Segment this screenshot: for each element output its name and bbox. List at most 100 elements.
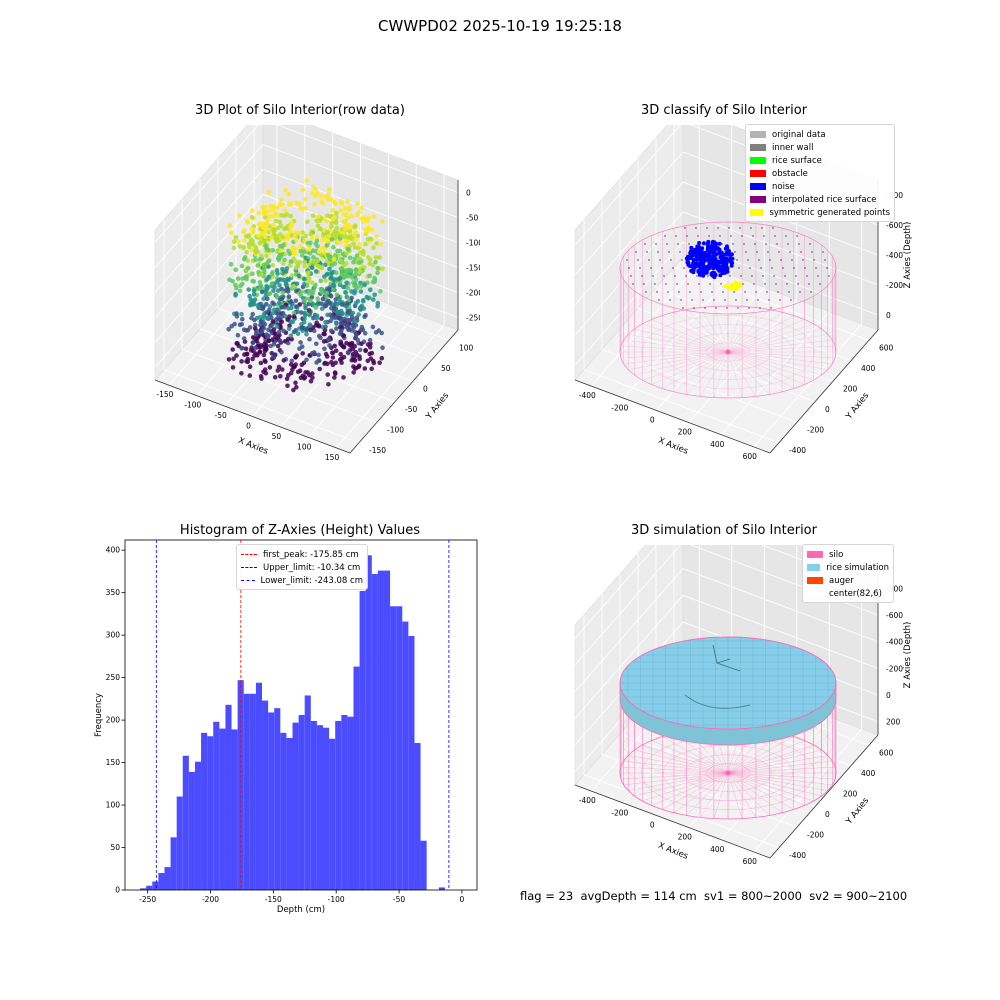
p4-silo-floor-spoke: [727, 760, 833, 774]
p1-point: [356, 260, 362, 265]
p1-point: [315, 191, 320, 196]
p2-z-tick-label: -600: [886, 221, 903, 230]
p1-point: [359, 205, 365, 211]
p1-point: [251, 288, 257, 293]
legend-label: first_peak: -175.85 cm: [263, 549, 359, 560]
p1-point: [332, 375, 337, 380]
p1-point: [353, 267, 359, 272]
p1-z-tick-label: -200: [466, 289, 480, 298]
p2-symmetric-point: [722, 284, 726, 288]
legend-label: noise: [772, 181, 795, 192]
p1-point: [281, 242, 286, 248]
p4-grid-z: [574, 594, 879, 719]
p1-point: [302, 277, 307, 282]
p1-point: [239, 311, 244, 317]
legend-line-swatch: [241, 554, 257, 555]
p1-point: [247, 364, 253, 370]
p1-point: [304, 357, 309, 363]
p1-point: [352, 245, 358, 250]
p1-point: [286, 326, 292, 332]
p2-interp-dot: [663, 275, 665, 277]
p3-bar: [274, 708, 281, 890]
p2-grid-x: [590, 262, 700, 387]
p1-point: [274, 213, 280, 218]
p2-interp-dot: [789, 251, 791, 253]
p2-noise-point: [718, 273, 723, 278]
p2-y-axis: [769, 329, 879, 454]
p1-point: [339, 233, 344, 238]
p1-point: [237, 288, 243, 294]
p1-grid-y: [163, 369, 360, 444]
p1-point: [344, 212, 349, 217]
p1-point: [228, 230, 234, 235]
p2-interp-dot: [767, 251, 769, 253]
p2-noise-point: [712, 264, 717, 269]
p1-point: [335, 309, 340, 315]
p1-point: [279, 286, 284, 292]
legend-swatch: [807, 590, 823, 597]
p2-interp-dot: [809, 243, 811, 245]
p2-interp-dot: [828, 275, 830, 277]
p2-noise-point: [694, 262, 699, 267]
p4-silo-floor-spoke: [713, 772, 729, 819]
p1-point: [291, 314, 297, 319]
p4-silo-floor-spoke: [634, 772, 729, 797]
p3-y-tick-label: 200: [106, 716, 121, 725]
p3-bar: [390, 606, 397, 890]
p2-interp-dot: [769, 259, 771, 261]
p1-point: [230, 278, 235, 284]
p1-point: [240, 316, 245, 322]
p1-point: [288, 333, 294, 338]
p2-interp-dot: [691, 299, 693, 301]
p2-interp-dot: [665, 283, 667, 285]
p1-point: [358, 284, 364, 289]
p1-point: [234, 353, 239, 358]
p1-point: [231, 245, 237, 251]
p2-interp-dot: [684, 227, 686, 229]
p1-point: [244, 276, 249, 282]
p1-point: [259, 272, 264, 277]
p2-noise-point: [696, 244, 701, 249]
p2-noise-point: [689, 245, 694, 250]
p1-point: [375, 265, 380, 271]
p1-point: [310, 248, 316, 253]
p1-point: [229, 323, 234, 329]
p1-point: [343, 289, 348, 295]
p1-point: [371, 360, 377, 366]
p1-point: [286, 248, 291, 254]
p4-y-tick-label: -200: [807, 830, 824, 839]
p1-point: [308, 379, 314, 384]
p1-y-axis-label: Y Axies: [424, 390, 452, 422]
p2-interp-dot: [753, 283, 755, 285]
p4-silo-floor-spoke: [628, 755, 729, 774]
p1-point: [281, 328, 286, 334]
p2-noise-point: [687, 264, 692, 268]
p1-points: [226, 178, 385, 393]
p4-x-tick-label: 400: [710, 845, 725, 854]
p3-bar: [347, 716, 354, 890]
p4-silo-floor-spoke: [651, 772, 729, 806]
p1-point: [340, 311, 345, 316]
p1-point: [374, 241, 379, 246]
p2-noise-point: [724, 250, 729, 255]
p1-point: [294, 384, 299, 390]
p2-interp-dot: [768, 299, 770, 301]
p3-bar: [365, 555, 372, 890]
p1-point: [239, 322, 244, 327]
p2-interp-dot: [696, 275, 698, 277]
p1-point: [353, 277, 359, 283]
p4-z-tick-label: 200: [886, 718, 901, 727]
p2-noise-point: [730, 260, 735, 265]
p1-point: [365, 228, 371, 234]
p1-point: [267, 291, 272, 296]
p1-point: [371, 245, 376, 250]
p1-point: [315, 258, 321, 264]
p2-noise-point: [711, 261, 716, 266]
p1-point: [357, 242, 362, 247]
p2-noise-point: [723, 259, 728, 264]
p1-point: [233, 282, 238, 288]
p1-point: [309, 351, 315, 356]
p1-point: [328, 276, 334, 281]
p2-interp-dot: [698, 283, 700, 285]
p1-point: [263, 204, 268, 210]
